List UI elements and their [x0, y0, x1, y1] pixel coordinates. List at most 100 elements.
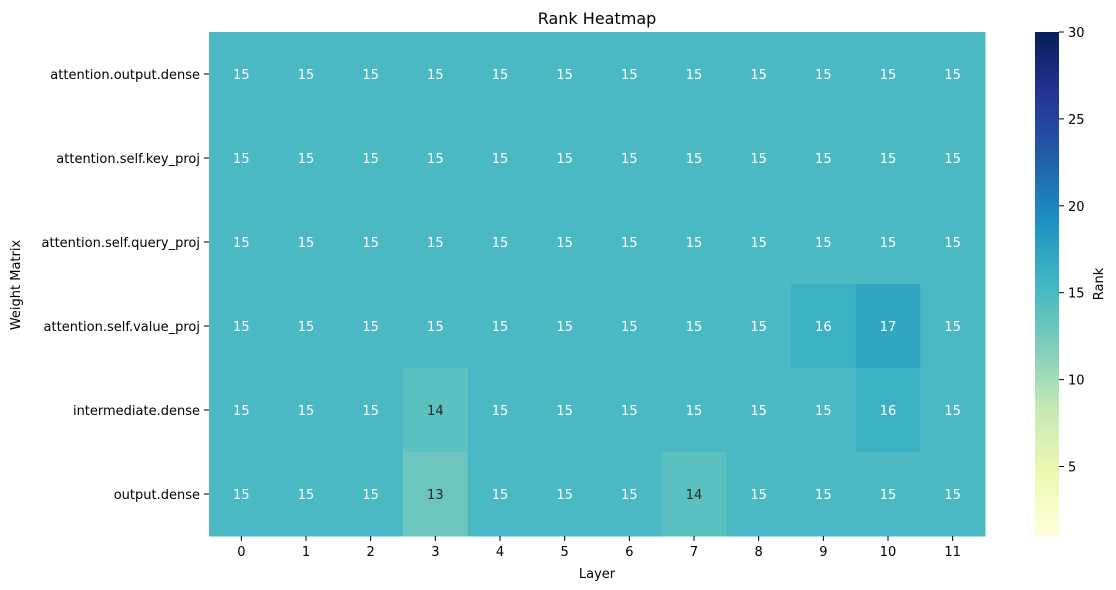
heatmap-cell	[726, 200, 792, 285]
cell-value-label: 15	[427, 152, 444, 167]
cell-value-label: 15	[298, 404, 315, 419]
heatmap-cell	[209, 284, 275, 369]
heatmap-cell	[467, 200, 533, 285]
cell-value-label: 15	[944, 68, 961, 83]
cell-value-label: 15	[686, 404, 703, 419]
cell-value-label: 15	[233, 320, 250, 335]
cell-value-label: 15	[880, 488, 897, 503]
heatmap-cell	[597, 116, 663, 201]
colorbar-label: Rank	[1092, 267, 1107, 300]
heatmap-cell	[920, 200, 986, 285]
cell-value-label: 15	[298, 320, 315, 335]
y-tick-label: intermediate.dense	[73, 404, 200, 419]
y-tick-label: attention.self.query_proj	[42, 236, 200, 251]
cell-value-label: 15	[750, 152, 767, 167]
x-tick-label: 11	[944, 545, 961, 560]
cell-value-label: 15	[362, 404, 379, 419]
heatmap-cell	[467, 368, 533, 453]
heatmap-cell	[855, 116, 921, 201]
heatmap-cell	[726, 452, 792, 537]
x-tick-label: 6	[625, 545, 633, 560]
heatmap-cell	[791, 116, 857, 201]
heatmap-cell	[467, 32, 533, 117]
x-tick-label: 5	[561, 545, 569, 560]
heatmap-cell	[597, 368, 663, 453]
y-tick-label: attention.self.key_proj	[56, 152, 200, 167]
x-tick-label: 2	[367, 545, 375, 560]
cell-value-label: 15	[298, 152, 315, 167]
heatmap-cell	[726, 32, 792, 117]
heatmap-cell	[855, 284, 921, 369]
heatmap-cell	[855, 452, 921, 537]
cell-value-label: 15	[880, 152, 897, 167]
cell-value-label: 15	[815, 236, 832, 251]
cell-value-label: 15	[492, 404, 509, 419]
cell-value-label: 17	[880, 320, 897, 335]
colorbar-tick-label: 20	[1068, 200, 1085, 215]
heatmap-cell	[597, 284, 663, 369]
x-tick-label: 3	[431, 545, 439, 560]
cell-value-label: 15	[362, 236, 379, 251]
cell-value-label: 15	[686, 68, 703, 83]
cell-value-label: 15	[427, 236, 444, 251]
cell-value-label: 15	[621, 320, 638, 335]
cell-value-label: 15	[815, 68, 832, 83]
cell-value-label: 14	[686, 488, 703, 503]
heatmap-cell	[209, 32, 275, 117]
heatmap-cell	[726, 116, 792, 201]
heatmap-cell	[532, 368, 598, 453]
cell-value-label: 15	[880, 236, 897, 251]
heatmap-cell	[403, 368, 469, 453]
heatmap-cell	[661, 452, 727, 537]
x-tick-label: 10	[880, 545, 897, 560]
heatmap-cell	[855, 200, 921, 285]
cell-value-label: 15	[944, 404, 961, 419]
cell-value-label: 15	[233, 236, 250, 251]
heatmap-cell	[920, 116, 986, 201]
cell-value-label: 15	[556, 68, 573, 83]
cell-value-label: 15	[686, 236, 703, 251]
cell-value-label: 15	[556, 236, 573, 251]
cell-value-label: 15	[492, 152, 509, 167]
cell-value-label: 15	[362, 488, 379, 503]
heatmap-cell	[273, 452, 339, 537]
cell-value-label: 15	[944, 488, 961, 503]
heatmap-cell	[403, 200, 469, 285]
heatmap-cell	[920, 32, 986, 117]
colorbar	[1035, 32, 1059, 536]
heatmap-cell	[661, 368, 727, 453]
colorbar-tick-label: 25	[1068, 113, 1085, 128]
heatmap-cell	[403, 116, 469, 201]
heatmap-cell	[791, 368, 857, 453]
cell-value-label: 15	[492, 320, 509, 335]
y-axis: attention.output.dense attention.self.key…	[42, 68, 209, 503]
y-tick-label: attention.self.value_proj	[44, 320, 200, 335]
heatmap-cell	[467, 116, 533, 201]
heatmap-cell	[403, 32, 469, 117]
heatmap-cell	[209, 116, 275, 201]
x-tick-label: 9	[819, 545, 827, 560]
cell-value-label: 15	[944, 152, 961, 167]
heatmap-cell	[338, 284, 404, 369]
heatmap-cell	[597, 452, 663, 537]
x-tick-label: 4	[496, 545, 504, 560]
heatmap-cell	[532, 452, 598, 537]
cell-value-label: 15	[298, 68, 315, 83]
heatmap-cell	[661, 200, 727, 285]
cell-value-label: 15	[298, 236, 315, 251]
cell-value-label: 16	[880, 404, 897, 419]
heatmap-cell	[209, 368, 275, 453]
cell-value-label: 15	[944, 320, 961, 335]
heatmap-cell	[791, 452, 857, 537]
cell-value-label: 15	[556, 404, 573, 419]
heatmap-cell	[273, 32, 339, 117]
heatmap-cell	[597, 200, 663, 285]
y-axis-label: Weight Matrix	[9, 240, 24, 331]
heatmap-cell	[338, 368, 404, 453]
heatmap-cell	[532, 284, 598, 369]
cell-value-label: 15	[750, 68, 767, 83]
cell-value-label: 15	[750, 320, 767, 335]
heatmap-cell	[273, 116, 339, 201]
heatmap-cell	[532, 116, 598, 201]
cell-value-label: 15	[944, 236, 961, 251]
